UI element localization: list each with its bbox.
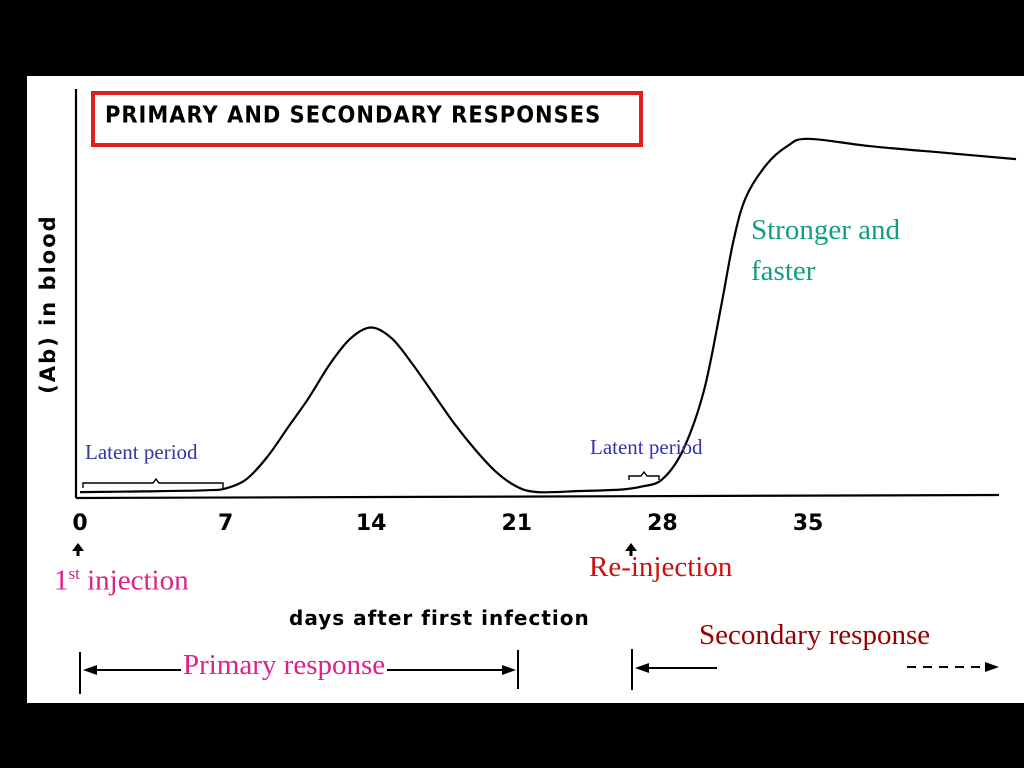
antibody-response-chart: 0 7 14 21 28 35 xyxy=(72,89,1017,694)
secondary-span-right-head xyxy=(985,662,999,672)
primary-span-right-head xyxy=(502,665,516,675)
x-tick-labels: 0 7 14 21 28 35 xyxy=(72,511,823,536)
injection-arrows xyxy=(72,543,637,556)
latent-brace-2 xyxy=(628,470,660,480)
first-injection-number: 1 xyxy=(54,564,69,597)
latent-period-label-1: Latent period xyxy=(85,440,198,464)
x-tick-label: 14 xyxy=(356,511,387,536)
first-injection-label: 1st injection xyxy=(54,564,189,598)
latent-brace-1 xyxy=(82,477,224,488)
x-axis-line xyxy=(75,493,1000,500)
secondary-response-label: Secondary response xyxy=(699,619,931,651)
x-axis-label: days after first infection xyxy=(289,606,590,630)
x-tick-label: 7 xyxy=(218,511,233,536)
stronger-line-2: faster xyxy=(751,255,816,287)
latent-period-label-2: Latent period xyxy=(590,435,703,459)
primary-span-left-head xyxy=(83,665,97,675)
x-tick-label: 28 xyxy=(647,511,678,536)
slide: 0 7 14 21 28 35 PRIMARY AND SECONDARY RESPONS… xyxy=(27,76,1024,703)
latent-braces xyxy=(82,470,660,488)
arrow-head xyxy=(625,543,637,551)
y-axis-label: (Ab) in blood xyxy=(36,214,60,394)
x-tick-label: 21 xyxy=(501,511,532,536)
primary-response-label: Primary response xyxy=(181,649,388,682)
antibody-curve xyxy=(79,137,1017,494)
title-frame xyxy=(91,91,643,147)
title-box xyxy=(91,91,643,147)
x-tick-label: 35 xyxy=(793,511,824,536)
arrow-head xyxy=(72,543,84,551)
chart-title: PRIMARY AND SECONDARY RESPONSES xyxy=(105,101,602,129)
first-injection-arrow xyxy=(72,543,84,556)
reinjection-label: Re-injection xyxy=(589,551,733,583)
reinjection-arrow xyxy=(625,543,637,556)
chart-axes xyxy=(74,89,1000,500)
secondary-span-left-head xyxy=(635,663,649,673)
stronger-line-1: Stronger and xyxy=(751,214,900,246)
first-injection-suffix: st xyxy=(68,564,80,583)
first-injection-text: injection xyxy=(79,564,189,597)
x-tick-label: 0 xyxy=(72,511,87,536)
stronger-faster-label: Stronger and faster xyxy=(751,210,900,292)
